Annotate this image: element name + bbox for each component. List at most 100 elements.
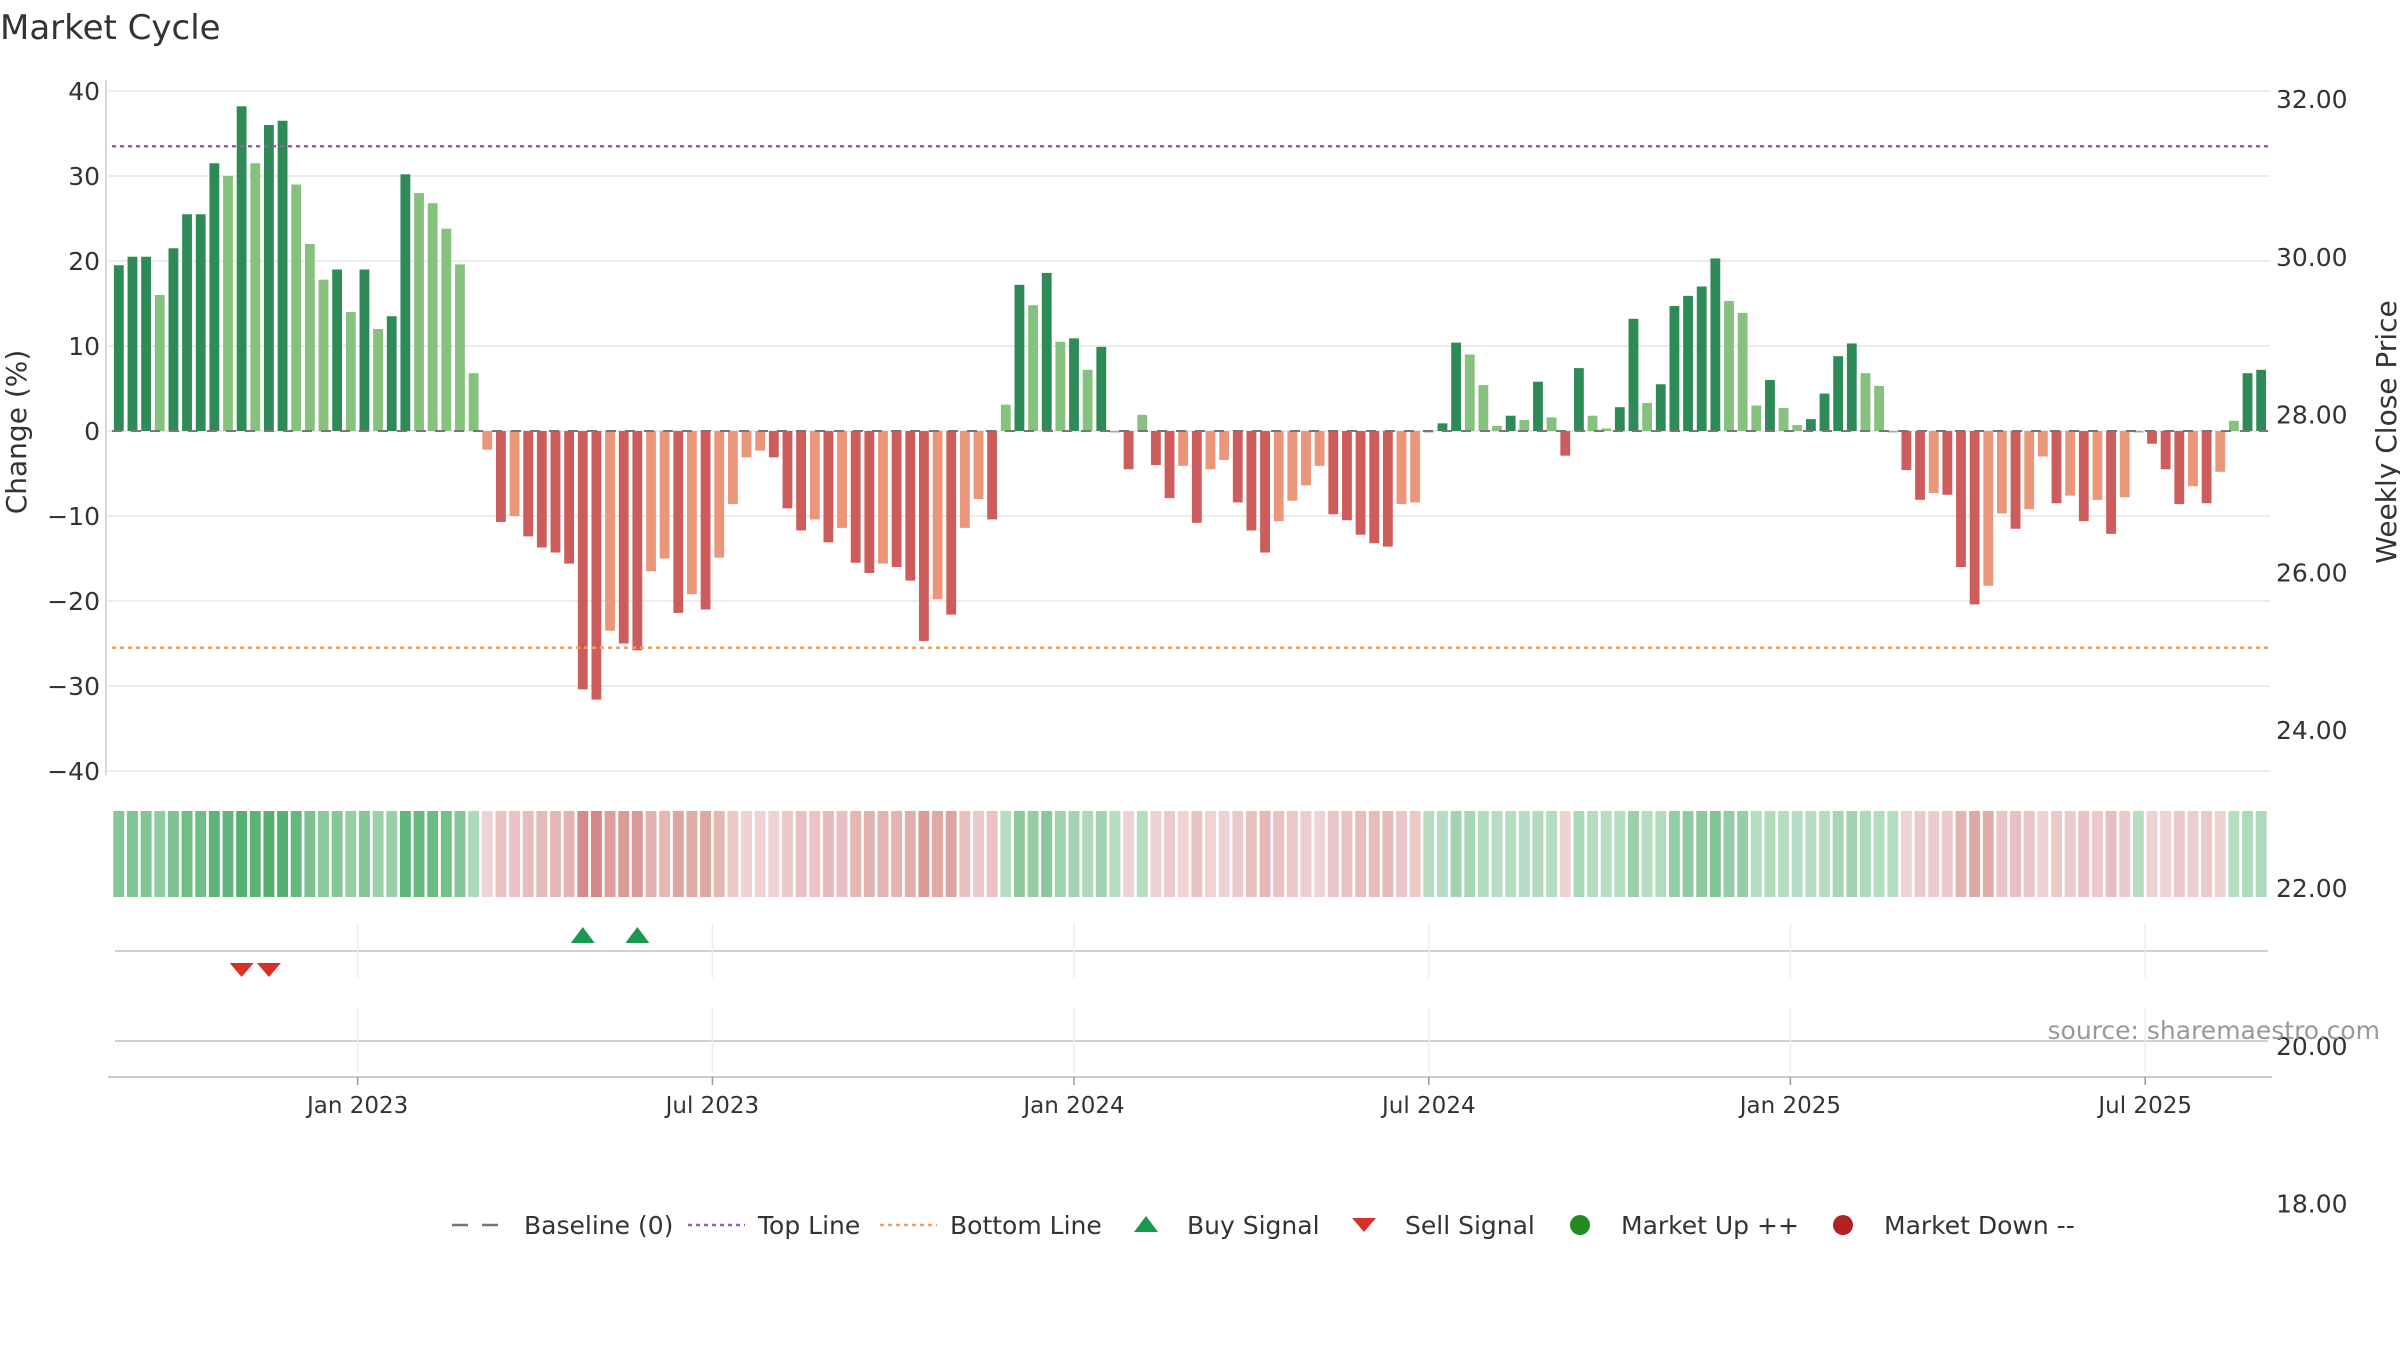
heat-cell xyxy=(1464,811,1476,897)
heat-cell xyxy=(440,811,452,897)
legend-circle-icon xyxy=(1833,1215,1853,1235)
bar xyxy=(141,256,152,431)
heat-cell xyxy=(2132,811,2144,897)
heat-cell xyxy=(2037,811,2049,897)
legend-label: Sell Signal xyxy=(1405,1211,1535,1240)
heat-cell xyxy=(331,811,343,897)
heat-cell xyxy=(781,811,793,897)
bar xyxy=(482,431,493,450)
bar xyxy=(1123,431,1134,470)
bar xyxy=(304,244,315,431)
bar xyxy=(509,431,520,516)
heat-cell xyxy=(822,811,834,897)
heat-cell xyxy=(1805,811,1817,897)
heat-cell xyxy=(577,811,589,897)
bar xyxy=(741,431,752,458)
heat-cell xyxy=(1327,811,1339,897)
heat-cell xyxy=(2078,811,2090,897)
heat-cell xyxy=(1587,811,1599,897)
heat-cell xyxy=(2201,811,2213,897)
heat-cell xyxy=(836,811,848,897)
y-tick-label: −20 xyxy=(47,587,100,616)
heat-cell xyxy=(1955,811,1967,897)
heat-cell xyxy=(113,811,125,897)
heat-cell xyxy=(1013,811,1025,897)
bar xyxy=(564,431,575,564)
bar xyxy=(1833,356,1844,431)
legend-label: Market Up ++ xyxy=(1621,1211,1799,1240)
bar xyxy=(1724,300,1734,431)
legend-item: Market Down -- xyxy=(1833,1211,2075,1240)
y2-tick-label: 30.00 xyxy=(2276,243,2348,272)
heat-cell xyxy=(1232,811,1244,897)
heat-cell xyxy=(1996,811,2008,897)
heat-strip xyxy=(113,811,2267,897)
bar xyxy=(646,431,656,572)
heat-cell xyxy=(904,811,916,897)
bar xyxy=(1683,295,1693,431)
bar xyxy=(905,431,916,581)
bar xyxy=(168,248,179,431)
heat-cell xyxy=(863,811,875,897)
heat-cell xyxy=(1259,811,1271,897)
y-tick-label: 10 xyxy=(68,332,100,361)
heat-cell xyxy=(2228,811,2240,897)
heat-cell xyxy=(2255,811,2267,897)
legend-label: Top Line xyxy=(757,1211,860,1240)
legend-label: Buy Signal xyxy=(1187,1211,1320,1240)
bar xyxy=(2065,431,2076,496)
y-tick-label: −10 xyxy=(47,502,100,531)
bar xyxy=(1369,431,1380,544)
bar xyxy=(2215,431,2226,472)
bar xyxy=(973,431,984,499)
heat-cell xyxy=(2091,811,2103,897)
bar xyxy=(236,106,247,432)
heat-cell xyxy=(522,811,534,897)
heat-cell xyxy=(1191,811,1203,897)
bar xyxy=(1451,342,1462,431)
bar xyxy=(1478,385,1489,431)
heat-cell xyxy=(468,811,480,897)
bar xyxy=(1232,431,1243,503)
bar xyxy=(2051,431,2062,504)
heat-cell xyxy=(399,811,411,897)
bar xyxy=(946,431,957,615)
bar xyxy=(550,431,561,553)
bar xyxy=(1287,431,1298,501)
bar xyxy=(1355,431,1366,535)
heat-cell xyxy=(918,811,930,897)
bar xyxy=(891,431,902,567)
legend-item: Sell Signal xyxy=(1352,1211,1535,1240)
y2-tick-label: 16.00 xyxy=(2276,1347,2348,1350)
bar xyxy=(427,203,438,431)
heat-cell xyxy=(1982,811,1994,897)
heat-cell xyxy=(1778,811,1790,897)
heat-cell xyxy=(1368,811,1380,897)
heat-cell xyxy=(700,811,712,897)
heat-cell xyxy=(1205,811,1216,897)
legend-item: Buy Signal xyxy=(1134,1211,1320,1240)
bar xyxy=(345,312,356,431)
heat-cell xyxy=(495,811,507,897)
bar xyxy=(714,431,725,558)
sell-signal-marker xyxy=(256,963,281,977)
heat-cell xyxy=(386,811,398,897)
legend-circle-icon xyxy=(1570,1215,1590,1235)
heat-cell xyxy=(2051,811,2062,897)
heat-cell xyxy=(2160,811,2172,897)
bar xyxy=(113,265,124,431)
bar xyxy=(1860,373,1871,431)
bar xyxy=(1410,431,1421,503)
heat-cell xyxy=(195,811,207,897)
heat-cell xyxy=(727,811,739,897)
bar xyxy=(809,431,820,520)
bar xyxy=(1846,343,1857,431)
bar xyxy=(2201,431,2212,504)
heat-cell xyxy=(618,811,630,897)
bar xyxy=(1573,368,1584,431)
heat-cell xyxy=(891,811,903,897)
heat-cell xyxy=(345,811,357,897)
legend-sell-icon xyxy=(1352,1218,1376,1232)
heat-cell xyxy=(2146,811,2158,897)
heat-cell xyxy=(1396,811,1407,897)
